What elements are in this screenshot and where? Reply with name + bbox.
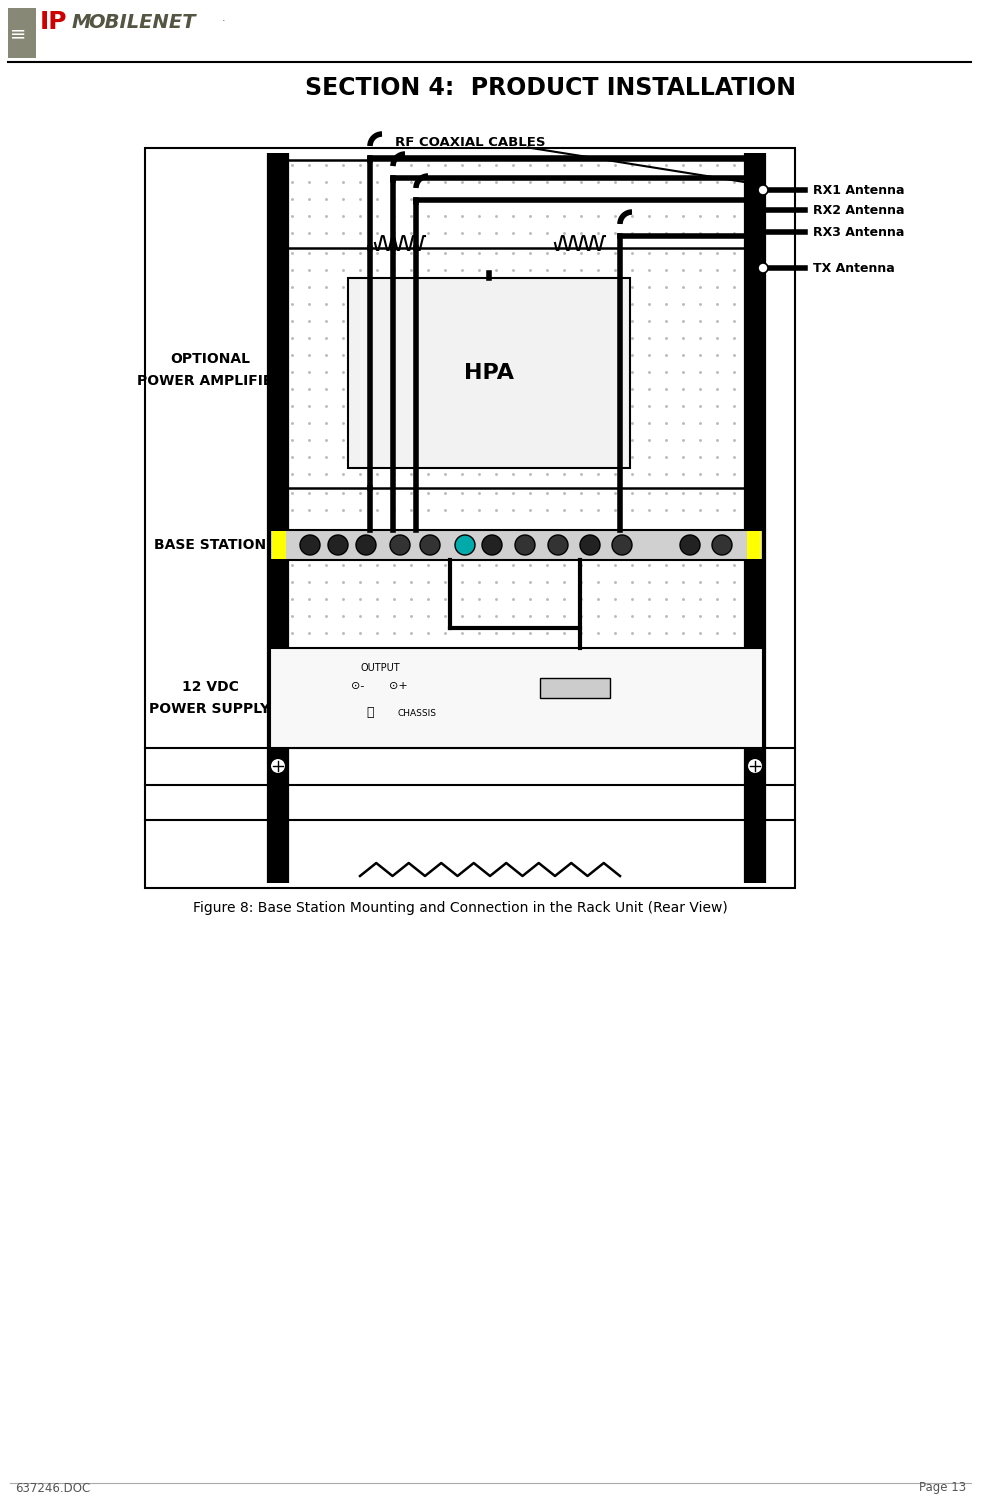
Text: .: . (222, 14, 226, 23)
Circle shape (548, 534, 568, 555)
Bar (270, 648, 763, 747)
Text: 637246.DOC: 637246.DOC (15, 1481, 90, 1495)
Text: RX2 Antenna: RX2 Antenna (813, 204, 904, 216)
Circle shape (455, 534, 475, 555)
Text: RX3 Antenna: RX3 Antenna (813, 225, 904, 239)
Bar (272, 531, 286, 558)
Circle shape (612, 534, 632, 555)
Text: HPA: HPA (464, 363, 514, 383)
Text: Figure 8: Base Station Mounting and Connection in the Rack Unit (Rear View): Figure 8: Base Station Mounting and Conn… (193, 901, 728, 916)
Text: RF COAXIAL CABLES: RF COAXIAL CABLES (395, 135, 545, 149)
Bar (348, 278, 630, 468)
Text: 12 VDC
POWER SUPPLY: 12 VDC POWER SUPPLY (149, 680, 271, 716)
Circle shape (356, 534, 376, 555)
Text: TX Antenna: TX Antenna (813, 261, 895, 275)
Circle shape (482, 534, 502, 555)
Bar (747, 531, 761, 558)
Text: BASE STATION: BASE STATION (154, 537, 266, 552)
Text: ⊙-: ⊙- (351, 681, 365, 690)
Circle shape (680, 534, 700, 555)
Circle shape (758, 185, 768, 195)
Circle shape (580, 534, 600, 555)
Text: SECTION 4:  PRODUCT INSTALLATION: SECTION 4: PRODUCT INSTALLATION (305, 77, 796, 101)
Text: OUTPUT: OUTPUT (360, 663, 400, 672)
Text: RX1 Antenna: RX1 Antenna (813, 183, 904, 197)
Circle shape (747, 758, 763, 775)
Circle shape (270, 758, 286, 775)
Circle shape (300, 534, 320, 555)
Bar (8, 8, 36, 59)
Text: ≡: ≡ (10, 24, 26, 44)
Circle shape (515, 534, 535, 555)
Text: ⊙+: ⊙+ (388, 681, 407, 690)
Text: CHASSIS: CHASSIS (398, 708, 437, 717)
Text: ⏚: ⏚ (366, 707, 374, 719)
Circle shape (390, 534, 410, 555)
Bar (270, 530, 763, 560)
Circle shape (758, 263, 768, 273)
Circle shape (712, 534, 732, 555)
Text: OPTIONAL
POWER AMPLIFIER: OPTIONAL POWER AMPLIFIER (137, 351, 284, 389)
Bar (540, 678, 610, 698)
Text: OBILENET: OBILENET (88, 12, 195, 32)
Text: M: M (72, 12, 91, 32)
Circle shape (420, 534, 440, 555)
Bar (145, 149, 795, 889)
Circle shape (328, 534, 348, 555)
Text: Page 13: Page 13 (919, 1481, 966, 1495)
Text: IP: IP (40, 11, 68, 35)
